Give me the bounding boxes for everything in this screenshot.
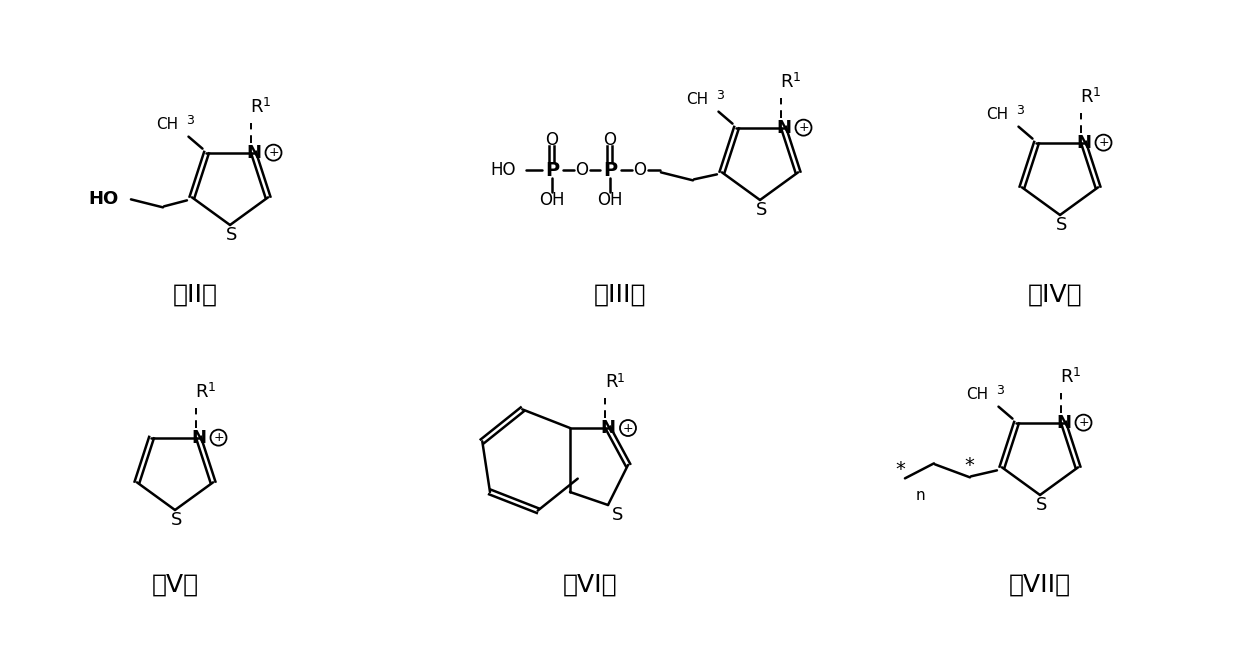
Text: P: P <box>544 161 559 180</box>
Text: OH: OH <box>598 191 622 210</box>
Text: 3: 3 <box>186 114 195 127</box>
Text: +: + <box>268 146 279 159</box>
Text: 1: 1 <box>618 371 625 384</box>
Text: R: R <box>250 97 263 116</box>
Text: +: + <box>799 121 808 134</box>
Text: （VII）: （VII） <box>1009 573 1071 597</box>
Text: N: N <box>191 428 206 447</box>
Text: CH: CH <box>966 387 988 402</box>
Text: +: + <box>213 431 224 444</box>
Text: *: * <box>895 460 905 479</box>
Text: S: S <box>1037 496 1048 514</box>
Text: O: O <box>546 131 558 149</box>
Text: N: N <box>1056 413 1071 432</box>
Text: +: + <box>1079 416 1089 429</box>
Text: N: N <box>776 119 791 137</box>
Text: 3: 3 <box>717 89 724 102</box>
Text: （V）: （V） <box>151 573 198 597</box>
Text: 3: 3 <box>1017 104 1024 117</box>
Text: 3: 3 <box>997 384 1004 397</box>
Text: n: n <box>915 488 925 503</box>
Text: CH: CH <box>156 117 179 132</box>
Text: R: R <box>196 383 208 400</box>
Text: P: P <box>603 161 618 180</box>
Text: （II）: （II） <box>172 283 217 307</box>
Text: R: R <box>605 373 618 391</box>
Text: 1: 1 <box>207 381 216 394</box>
Text: O: O <box>575 162 589 179</box>
Text: 1: 1 <box>792 71 800 84</box>
Text: O: O <box>604 131 616 149</box>
Text: 1: 1 <box>263 96 270 109</box>
Text: （III）: （III） <box>594 283 646 307</box>
Text: N: N <box>246 143 260 162</box>
Text: （VI）: （VI） <box>563 573 618 597</box>
Text: N: N <box>1076 134 1091 152</box>
Text: R: R <box>780 73 794 91</box>
Text: S: S <box>171 511 182 529</box>
Text: 1: 1 <box>1073 366 1080 379</box>
Text: S: S <box>1056 216 1068 234</box>
Text: +: + <box>1099 136 1109 149</box>
Text: CH: CH <box>986 107 1008 122</box>
Text: R: R <box>1080 88 1092 106</box>
Text: S: S <box>756 201 768 219</box>
Text: N: N <box>600 419 615 437</box>
Text: （IV）: （IV） <box>1028 283 1083 307</box>
Text: HO: HO <box>89 190 119 208</box>
Text: S: S <box>613 506 624 524</box>
Text: HO: HO <box>491 162 516 179</box>
Text: 1: 1 <box>1092 86 1100 99</box>
Text: S: S <box>227 226 238 244</box>
Text: *: * <box>963 456 973 475</box>
Text: +: + <box>622 421 634 434</box>
Text: CH: CH <box>687 92 708 107</box>
Text: O: O <box>634 162 646 179</box>
Text: OH: OH <box>539 191 564 210</box>
Text: R: R <box>1060 367 1073 386</box>
